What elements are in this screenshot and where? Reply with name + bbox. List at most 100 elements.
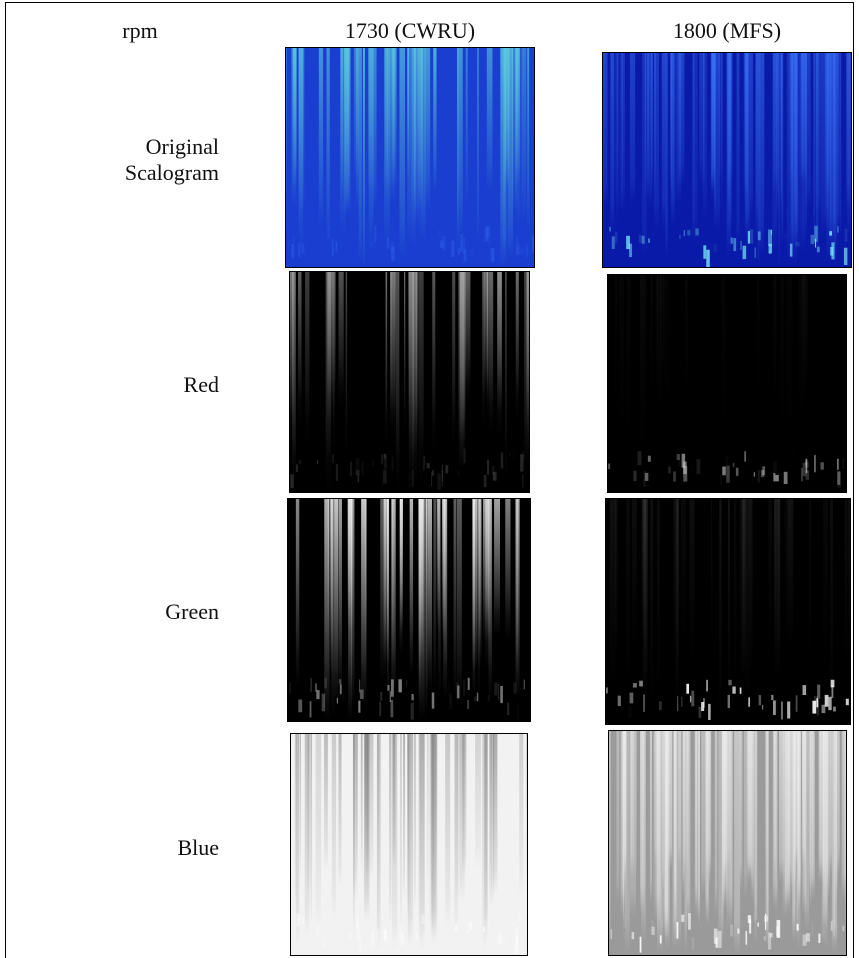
image-band-blob <box>350 462 352 476</box>
image-stripe <box>497 271 502 437</box>
image-stripe <box>409 271 412 435</box>
image-band-blob <box>467 700 469 709</box>
image-stripe <box>452 271 455 449</box>
image-band-blob <box>445 465 448 473</box>
image-band-blob <box>412 470 414 487</box>
image-band-blob <box>383 470 386 484</box>
image-stripe <box>830 730 831 870</box>
image-band-blob <box>372 933 374 949</box>
image-stripe <box>515 498 519 700</box>
image-stripe <box>334 498 338 705</box>
image-stripe <box>701 730 705 896</box>
image-band-blob <box>340 684 342 694</box>
image-band-blob <box>757 923 758 927</box>
image-band-blob <box>638 451 642 465</box>
image-band-blob <box>516 919 517 934</box>
image-band-blob <box>758 470 760 482</box>
image-stripe <box>328 498 329 639</box>
image-band-blob <box>316 926 318 936</box>
image-stripe <box>671 52 674 227</box>
image-band-blob <box>339 679 341 684</box>
image-band-blob <box>336 464 338 481</box>
image-band-blob <box>630 693 634 704</box>
scalogram-image <box>289 271 530 493</box>
image-band-blob <box>362 461 364 476</box>
image-stripe <box>428 498 432 691</box>
image-band-blob <box>303 915 304 924</box>
image-stripe <box>434 733 438 939</box>
image-stripe <box>610 498 614 685</box>
image-band-blob <box>765 914 766 930</box>
image-stripe <box>737 52 740 246</box>
image-band-blob <box>845 229 848 242</box>
image-band-blob <box>750 229 754 243</box>
image-band-blob <box>842 926 844 931</box>
image-stripe <box>826 52 830 197</box>
image-band-blob <box>292 236 295 242</box>
image-stripe <box>380 733 381 941</box>
image-band-blob <box>692 239 693 251</box>
image-stripe <box>344 47 349 213</box>
image-band-blob <box>515 224 516 234</box>
image-band-blob <box>451 917 455 935</box>
image-band-blob <box>659 701 662 710</box>
image-band-blob <box>417 453 420 466</box>
image-stripe <box>391 498 395 696</box>
image-band-blob <box>754 930 757 939</box>
image-band-blob <box>837 226 839 232</box>
image-band-blob <box>728 680 731 685</box>
image-band-blob <box>608 464 610 470</box>
image-stripe <box>331 498 334 716</box>
image-band-blob <box>730 925 733 937</box>
image-band-blob <box>491 248 495 262</box>
image-stripe <box>685 274 687 424</box>
image-stripe <box>678 730 681 866</box>
image-stripe <box>773 274 776 433</box>
image-band-blob <box>773 473 775 481</box>
image-stripe <box>359 47 362 262</box>
image-stripe <box>477 47 478 242</box>
image-stripe <box>663 274 664 427</box>
image-band-blob <box>486 227 490 238</box>
image-band-blob <box>642 236 645 244</box>
image-band-blob <box>771 230 772 235</box>
image-band-blob <box>677 922 679 939</box>
image-stripe <box>519 733 523 899</box>
image-band-blob <box>460 234 463 252</box>
image-stripe <box>338 498 342 695</box>
image-band-blob <box>300 917 302 924</box>
image-band-blob <box>437 473 440 489</box>
image-stripe <box>657 498 660 700</box>
image-band-blob <box>612 236 615 249</box>
image-stripe <box>454 498 457 701</box>
image-band-blob <box>714 929 718 944</box>
image-stripe <box>624 730 626 884</box>
image-band-blob <box>817 700 819 715</box>
image-band-blob <box>294 227 295 233</box>
image-stripe <box>494 498 500 635</box>
image-stripe <box>685 730 688 872</box>
image-band-blob <box>771 695 773 700</box>
image-band-blob <box>651 920 654 929</box>
image-band-blob <box>411 703 414 720</box>
scalogram-image <box>605 498 851 725</box>
image-stripe <box>630 730 636 917</box>
image-stripe <box>399 47 405 256</box>
image-band-blob <box>423 464 424 470</box>
image-stripe <box>809 498 811 669</box>
image-stripe <box>693 52 698 242</box>
image-stripe <box>651 274 653 426</box>
image-band-blob <box>811 921 814 937</box>
image-stripe <box>493 733 497 896</box>
image-stripe <box>487 47 493 190</box>
row-label: Green <box>89 599 219 625</box>
image-stripe <box>750 52 753 217</box>
image-band-blob <box>409 473 412 489</box>
image-stripe <box>305 733 310 938</box>
image-stripe <box>699 52 702 183</box>
image-band-blob <box>405 230 406 235</box>
image-band-blob <box>706 680 707 692</box>
image-stripe <box>408 733 413 946</box>
image-band-blob <box>797 924 799 931</box>
image-band-blob <box>718 934 721 945</box>
